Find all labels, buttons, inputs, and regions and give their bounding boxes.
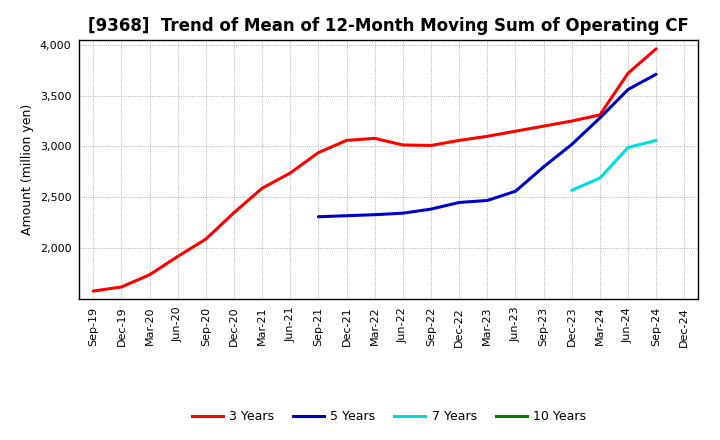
- 5 Years: [652, 72, 660, 77]
- Y-axis label: Amount (million yen): Amount (million yen): [22, 104, 35, 235]
- Line: 5 Years: 5 Years: [318, 74, 656, 217]
- 3 Years: [230, 210, 238, 215]
- 5 Years: [511, 189, 520, 194]
- 5 Years: [567, 142, 576, 147]
- 3 Years: [174, 254, 182, 259]
- 5 Years: [595, 115, 604, 121]
- 3 Years: [145, 272, 154, 277]
- 3 Years: [539, 124, 548, 129]
- 5 Years: [427, 206, 436, 212]
- 3 Years: [399, 142, 408, 147]
- 3 Years: [258, 186, 266, 191]
- Title: [9368]  Trend of Mean of 12-Month Moving Sum of Operating CF: [9368] Trend of Mean of 12-Month Moving …: [89, 17, 689, 35]
- 5 Years: [314, 214, 323, 220]
- Legend: 3 Years, 5 Years, 7 Years, 10 Years: 3 Years, 5 Years, 7 Years, 10 Years: [186, 405, 591, 428]
- 3 Years: [89, 288, 98, 293]
- 3 Years: [567, 118, 576, 124]
- 3 Years: [511, 128, 520, 134]
- 3 Years: [595, 112, 604, 117]
- 7 Years: [567, 187, 576, 193]
- 7 Years: [595, 176, 604, 181]
- 5 Years: [342, 213, 351, 218]
- 3 Years: [370, 136, 379, 141]
- 3 Years: [342, 138, 351, 143]
- 5 Years: [624, 87, 632, 92]
- 3 Years: [427, 143, 436, 148]
- 3 Years: [202, 236, 210, 242]
- 3 Years: [455, 138, 464, 143]
- 5 Years: [370, 212, 379, 217]
- 3 Years: [117, 284, 126, 290]
- 3 Years: [624, 70, 632, 76]
- 5 Years: [539, 164, 548, 169]
- 7 Years: [624, 145, 632, 150]
- 5 Years: [455, 200, 464, 205]
- 3 Years: [483, 134, 492, 139]
- Line: 3 Years: 3 Years: [94, 49, 656, 291]
- 3 Years: [314, 150, 323, 155]
- 3 Years: [286, 170, 294, 176]
- 3 Years: [652, 46, 660, 51]
- 5 Years: [399, 210, 408, 216]
- Line: 7 Years: 7 Years: [572, 140, 656, 190]
- 5 Years: [483, 198, 492, 203]
- 7 Years: [652, 138, 660, 143]
